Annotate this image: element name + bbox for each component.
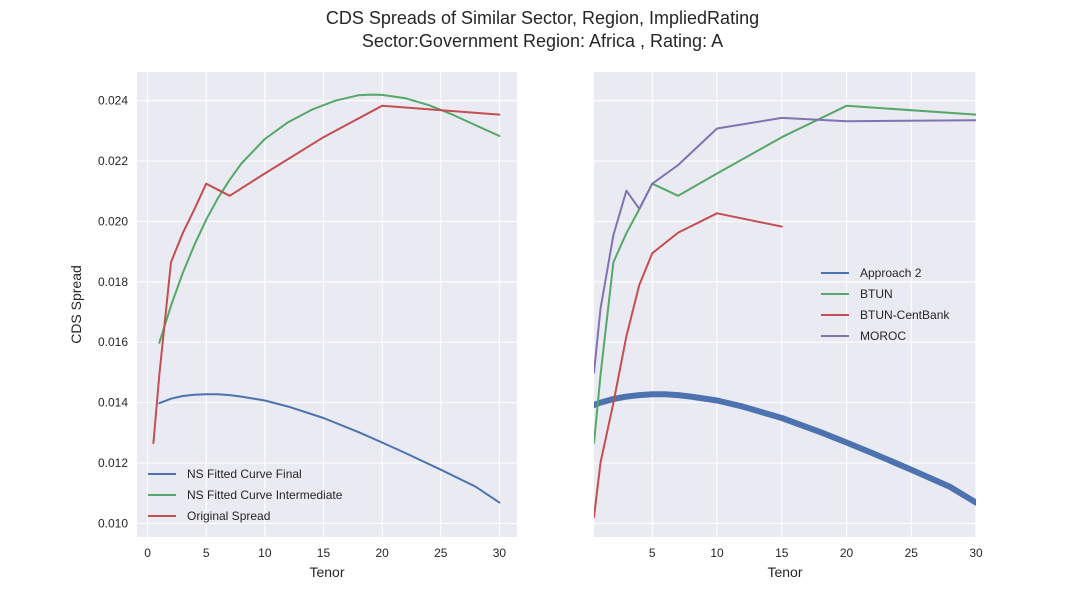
series-line-ns-fitted-curve-final	[158, 393, 501, 504]
figure-title-line-1: CDS Spreads of Similar Sector, Region, I…	[325, 8, 760, 28]
legend-label-btun: BTUN	[860, 287, 893, 301]
x-tick-label: 10	[710, 546, 724, 560]
y-tick-label: 0.024	[98, 94, 128, 108]
y-tick-label: 0.010	[98, 516, 128, 530]
x-tick-label: 30	[493, 546, 507, 560]
legend: NS Fitted Curve Final NS Fitted Curve Int…	[148, 467, 343, 523]
y-tick-label: 0.020	[98, 214, 128, 228]
legend-label-ns-fitted-curve-intermediate: NS Fitted Curve Intermediate	[187, 488, 343, 502]
left-chart-panel: 0 5 10 15 20 25 30 0.010 0.012 0.014 0.016 0.018 0.0…	[68, 72, 517, 580]
y-tick-label: 0.018	[98, 275, 128, 289]
x-tick-label: 20	[840, 546, 854, 560]
series-line-ns-fitted-curve-intermediate	[158, 93, 501, 344]
x-tick-label: 20	[375, 546, 389, 560]
legend-label-approach-2: Approach 2	[860, 266, 922, 280]
x-tick-label: 30	[969, 546, 983, 560]
x-tick-label: 5	[649, 546, 656, 560]
x-tick-label: 25	[905, 546, 919, 560]
x-tick-label: 15	[775, 546, 789, 560]
x-tick-label: 25	[434, 546, 448, 560]
x-axis-label: Tenor	[309, 564, 344, 580]
y-tick-label: 0.014	[98, 396, 128, 410]
series-group	[594, 104, 976, 519]
plot-area	[137, 72, 517, 537]
x-axis-label: Tenor	[767, 564, 802, 580]
series-line-btun-centbank	[594, 212, 783, 519]
x-tick-label: 0	[144, 546, 151, 560]
series-group	[152, 93, 501, 504]
series-line-original-spread	[152, 104, 501, 445]
legend: Approach 2 BTUN BTUN-CentBank MOROC	[821, 266, 950, 343]
right-chart-panel: 5 10 15 20 25 30 Tenor Approach 2 BTUN BTUN-CentB…	[594, 72, 983, 580]
plot-area	[594, 72, 976, 537]
legend-label-moroc: MOROC	[860, 329, 906, 343]
x-tick-label: 15	[317, 546, 331, 560]
y-tick-label: 0.022	[98, 154, 128, 168]
series-line-approach-2	[594, 391, 976, 506]
x-tick-label: 5	[203, 546, 210, 560]
y-axis-label: CDS Spread	[68, 265, 84, 344]
y-tick-label: 0.016	[98, 335, 128, 349]
legend-label-btun-centbank: BTUN-CentBank	[860, 308, 950, 322]
y-tick-label: 0.012	[98, 456, 128, 470]
legend-label-ns-fitted-curve-final: NS Fitted Curve Final	[187, 467, 302, 481]
figure-title-line-2: Sector:Government Region: Africa , Ratin…	[361, 31, 724, 51]
legend-label-original-spread: Original Spread	[187, 509, 270, 523]
x-tick-label: 10	[258, 546, 272, 560]
series-line-moroc	[594, 116, 976, 374]
